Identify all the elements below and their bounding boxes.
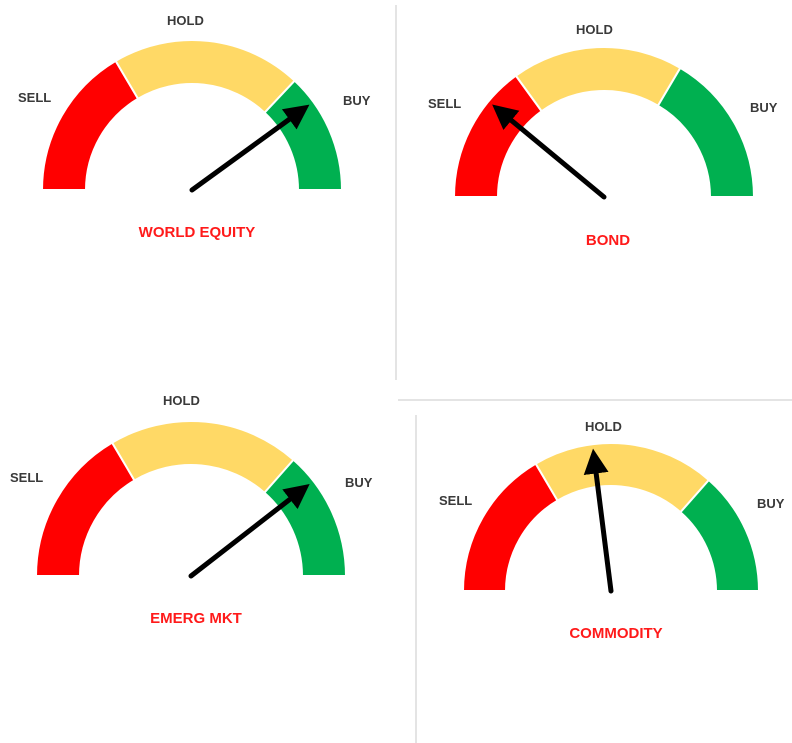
- sell-zone: [461, 462, 559, 592]
- hold-label: HOLD: [163, 393, 200, 408]
- hold-label: HOLD: [167, 13, 204, 28]
- gauge-title: BOND: [586, 232, 630, 249]
- gauge-emerg-mkt: SELL HOLD BUY EMERG MKT: [10, 393, 373, 627]
- hold-zone: [514, 46, 682, 113]
- sell-label: SELL: [18, 90, 51, 105]
- gauge-title: WORLD EQUITY: [139, 224, 256, 241]
- hold-zone: [114, 39, 297, 115]
- needle-arrow: [583, 448, 614, 594]
- hold-label: HOLD: [585, 419, 622, 434]
- buy-zone: [679, 478, 761, 592]
- hold-label: HOLD: [576, 22, 613, 37]
- worksheet-grid: [395, 5, 792, 743]
- buy-label: BUY: [757, 496, 785, 511]
- sell-label: SELL: [10, 470, 43, 485]
- gauge-commodity: SELL HOLD BUY COMMODITY: [439, 419, 785, 642]
- buy-label: BUY: [343, 93, 371, 108]
- needle-arrow: [492, 104, 607, 200]
- gauge-bond: SELL HOLD BUY BOND: [428, 22, 778, 249]
- needle-arrow: [188, 483, 310, 579]
- hold-zone: [110, 420, 295, 495]
- hold-zone: [534, 442, 711, 514]
- sell-label: SELL: [428, 96, 461, 111]
- sell-label: SELL: [439, 493, 472, 508]
- sell-zone: [40, 59, 140, 191]
- buy-zone: [656, 66, 756, 198]
- sell-zone: [34, 441, 136, 577]
- buy-label: BUY: [345, 475, 373, 490]
- buy-label: BUY: [750, 100, 778, 115]
- gauge-world-equity: SELL HOLD BUY WORLD EQUITY: [18, 13, 371, 241]
- needle-arrow: [189, 104, 310, 193]
- gauge-title: COMMODITY: [569, 625, 662, 642]
- gauge-title: EMERG MKT: [150, 610, 242, 627]
